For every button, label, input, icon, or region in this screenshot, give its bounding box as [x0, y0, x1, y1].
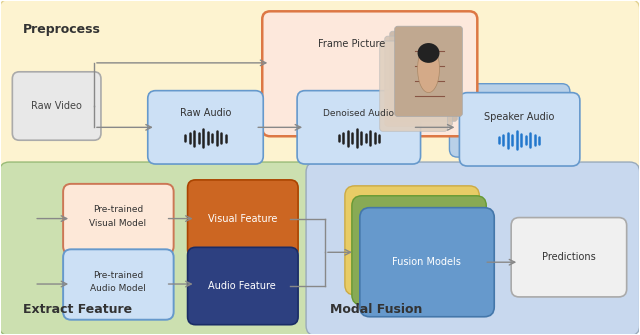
FancyBboxPatch shape — [12, 72, 101, 140]
FancyBboxPatch shape — [390, 31, 458, 121]
FancyBboxPatch shape — [380, 41, 447, 131]
Text: Pre-trained: Pre-trained — [93, 205, 143, 214]
FancyBboxPatch shape — [63, 249, 173, 320]
FancyBboxPatch shape — [352, 196, 486, 305]
Text: Extract Feature: Extract Feature — [23, 303, 132, 316]
Ellipse shape — [417, 45, 440, 92]
FancyBboxPatch shape — [345, 186, 479, 295]
Text: Audio Model: Audio Model — [90, 284, 146, 293]
FancyBboxPatch shape — [306, 162, 639, 335]
FancyBboxPatch shape — [0, 162, 320, 335]
FancyBboxPatch shape — [0, 0, 639, 176]
Text: Fusion Models: Fusion Models — [392, 257, 461, 267]
FancyBboxPatch shape — [297, 91, 420, 164]
Text: Audio Feature: Audio Feature — [209, 281, 276, 291]
Text: Visual Feature: Visual Feature — [207, 214, 277, 223]
FancyBboxPatch shape — [188, 247, 298, 325]
FancyBboxPatch shape — [63, 184, 173, 254]
FancyBboxPatch shape — [385, 36, 452, 126]
Text: Frame Picture: Frame Picture — [318, 39, 385, 49]
FancyBboxPatch shape — [262, 11, 477, 136]
FancyBboxPatch shape — [188, 180, 298, 257]
Text: Preprocess: Preprocess — [23, 23, 101, 36]
FancyBboxPatch shape — [148, 91, 263, 164]
Text: Modal Fusion: Modal Fusion — [330, 303, 422, 316]
Text: Raw Video: Raw Video — [31, 100, 81, 111]
FancyBboxPatch shape — [395, 26, 462, 117]
FancyBboxPatch shape — [360, 208, 494, 317]
Text: Pre-trained: Pre-trained — [93, 271, 143, 280]
Text: Visual Model: Visual Model — [90, 219, 147, 228]
Text: Speaker Audio: Speaker Audio — [484, 113, 554, 122]
Ellipse shape — [417, 43, 440, 63]
Text: Raw Audio: Raw Audio — [180, 109, 231, 119]
Text: Predictions: Predictions — [542, 252, 596, 262]
FancyBboxPatch shape — [449, 84, 570, 157]
FancyBboxPatch shape — [460, 92, 580, 166]
Text: Denoised Audio: Denoised Audio — [323, 109, 394, 118]
FancyBboxPatch shape — [511, 217, 627, 297]
